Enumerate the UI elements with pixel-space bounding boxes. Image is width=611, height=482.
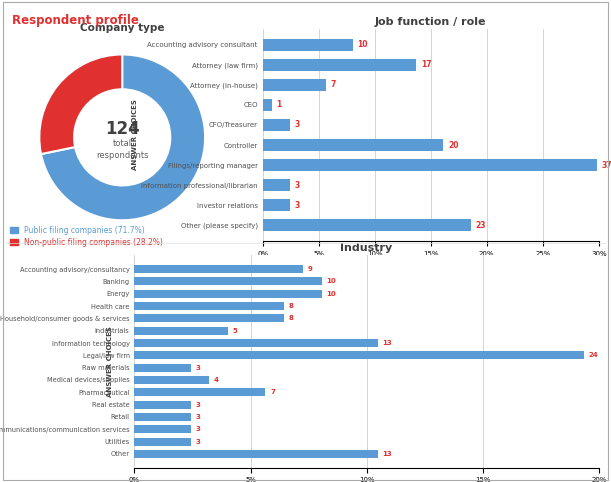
Bar	[263, 219, 470, 231]
Bar	[134, 339, 378, 347]
Bar	[263, 99, 272, 111]
Text: 3: 3	[196, 365, 200, 371]
Text: 3: 3	[196, 402, 200, 408]
Text: 7: 7	[331, 80, 336, 89]
Text: ANSWER CHOICES: ANSWER CHOICES	[107, 326, 113, 397]
Title: Company type: Company type	[80, 23, 164, 33]
Text: 20: 20	[448, 140, 458, 149]
Text: 23: 23	[475, 221, 486, 230]
Text: 8: 8	[289, 303, 294, 309]
Text: 13: 13	[382, 451, 392, 457]
Bar	[134, 351, 584, 360]
X-axis label: RESPONSES (124 total): RESPONSES (124 total)	[381, 259, 481, 268]
Bar	[263, 159, 597, 171]
Bar	[134, 302, 284, 310]
Text: 3: 3	[295, 120, 299, 130]
Text: 8: 8	[289, 315, 294, 321]
Text: total
respondents: total respondents	[96, 139, 148, 160]
Bar	[134, 290, 321, 298]
Text: 3: 3	[196, 439, 200, 444]
Text: 7: 7	[270, 389, 275, 395]
Wedge shape	[41, 54, 205, 220]
Bar	[134, 401, 191, 409]
Text: 3: 3	[196, 426, 200, 432]
Text: 10: 10	[326, 291, 336, 297]
Bar	[134, 363, 191, 372]
Text: 1: 1	[276, 100, 282, 109]
Legend: Public filing companies (71.7%), Non-public filing companies (28.2%): Public filing companies (71.7%), Non-pub…	[10, 226, 163, 247]
Bar	[263, 119, 290, 131]
Bar	[134, 265, 303, 273]
Bar	[134, 376, 210, 384]
Bar	[134, 388, 266, 396]
Bar	[134, 314, 284, 322]
Text: 37: 37	[601, 161, 611, 170]
Text: 17: 17	[421, 60, 431, 69]
Text: 4: 4	[214, 377, 219, 383]
Bar	[134, 413, 191, 421]
Text: 9: 9	[307, 266, 312, 272]
Text: 5: 5	[233, 328, 238, 334]
Text: 3: 3	[295, 181, 299, 190]
Bar	[263, 139, 444, 151]
Bar	[263, 59, 416, 71]
Bar	[263, 179, 290, 191]
Text: Respondent profile: Respondent profile	[12, 14, 139, 27]
Text: 3: 3	[295, 201, 299, 210]
Title: Job function / role: Job function / role	[375, 17, 486, 27]
Text: 10: 10	[326, 279, 336, 284]
Text: 124: 124	[105, 120, 139, 138]
Title: Industry: Industry	[340, 243, 393, 254]
Text: 13: 13	[382, 340, 392, 346]
Bar	[134, 425, 191, 433]
Wedge shape	[39, 54, 122, 154]
Y-axis label: ANSWER CHOICES: ANSWER CHOICES	[133, 99, 139, 171]
Bar	[134, 450, 378, 458]
Bar	[263, 199, 290, 211]
Bar	[134, 327, 228, 335]
Bar	[134, 278, 321, 285]
Bar	[263, 79, 326, 91]
Bar	[134, 438, 191, 445]
Text: 10: 10	[357, 40, 368, 49]
Text: 3: 3	[196, 414, 200, 420]
Text: 24: 24	[588, 352, 598, 358]
Bar	[263, 39, 353, 51]
